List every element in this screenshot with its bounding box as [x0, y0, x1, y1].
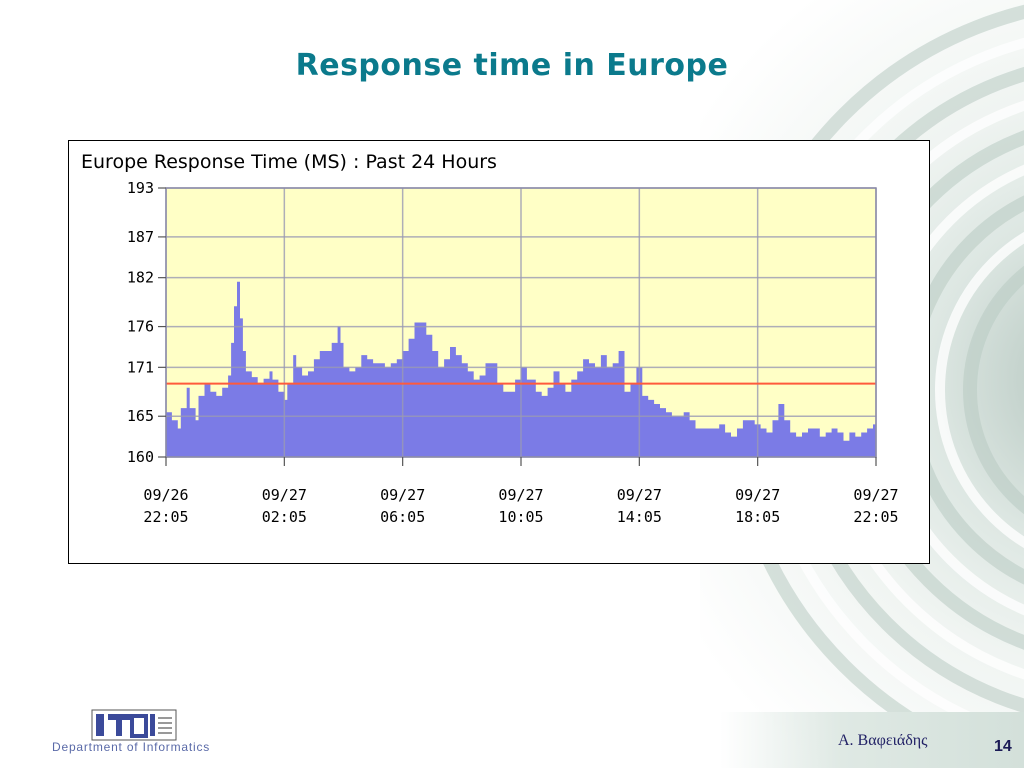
plot-area: 193 187 182 176 171 165 160 09/26 22:05 09/27 02:0… — [127, 179, 899, 526]
institution-logo — [91, 709, 177, 741]
chart-title: Europe Response Time (MS) : Past 24 Hour… — [81, 151, 497, 173]
response-time-chart: Europe Response Time (MS) : Past 24 Hour… — [81, 151, 899, 526]
x-tick-date: 09/27 — [498, 486, 543, 504]
footer-band — [720, 712, 1024, 768]
x-tick-time: 06:05 — [380, 508, 425, 526]
x-tick-time: 10:05 — [498, 508, 543, 526]
x-tick-date: 09/27 — [262, 486, 307, 504]
chart-frame: Europe Response Time (MS) : Past 24 Hour… — [68, 140, 930, 564]
footer-author: Α. Βαφειάδης — [838, 732, 928, 749]
y-tick-label: 176 — [127, 318, 154, 336]
x-tick-date: 09/27 — [617, 486, 662, 504]
x-tick-date: 09/26 — [143, 486, 188, 504]
y-tick-label: 193 — [127, 179, 154, 197]
x-tick-date: 09/27 — [735, 486, 780, 504]
x-tick-time: 22:05 — [853, 508, 898, 526]
slide-title: Response time in Europe — [295, 48, 729, 83]
x-tick-date: 09/27 — [853, 486, 898, 504]
x-tick-time: 02:05 — [262, 508, 307, 526]
x-tick-time: 22:05 — [143, 508, 188, 526]
y-tick-label: 171 — [127, 358, 154, 376]
x-tick-time: 18:05 — [735, 508, 780, 526]
y-tick-label: 160 — [127, 448, 154, 466]
logo-department-text: Department of Informatics — [52, 740, 211, 754]
y-tick-label: 187 — [127, 228, 154, 246]
page-number: 14 — [994, 738, 1012, 755]
x-tick-time: 14:05 — [617, 508, 662, 526]
y-tick-label: 165 — [127, 407, 154, 425]
y-tick-label: 182 — [127, 269, 154, 287]
x-tick-date: 09/27 — [380, 486, 425, 504]
